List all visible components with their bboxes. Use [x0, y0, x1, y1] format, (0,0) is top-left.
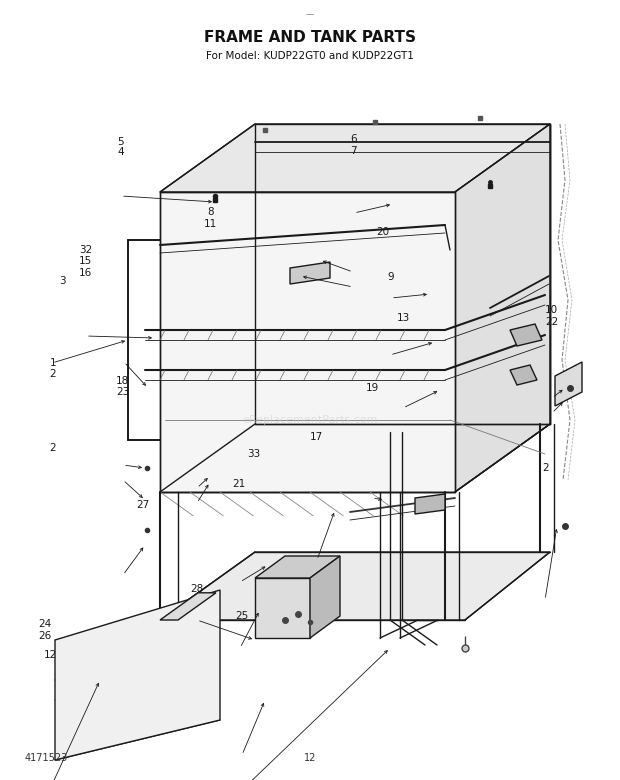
Text: 22: 22 [545, 317, 559, 327]
Polygon shape [310, 556, 340, 638]
Polygon shape [510, 324, 542, 346]
Text: 11: 11 [204, 219, 218, 229]
Polygon shape [510, 365, 537, 385]
Text: —: — [306, 10, 314, 20]
Text: 7: 7 [350, 146, 356, 155]
Text: 3: 3 [59, 276, 65, 285]
Text: For Model: KUDP22GT0 and KUDP22GT1: For Model: KUDP22GT0 and KUDP22GT1 [206, 51, 414, 61]
Polygon shape [55, 590, 220, 760]
Text: 4171523: 4171523 [25, 753, 68, 763]
Text: 23: 23 [116, 388, 130, 397]
Polygon shape [455, 124, 550, 492]
Text: 18: 18 [116, 376, 130, 385]
Text: 6: 6 [350, 134, 356, 144]
Text: 27: 27 [136, 501, 149, 510]
Text: 28: 28 [190, 584, 204, 594]
Polygon shape [160, 552, 550, 620]
Text: 5: 5 [118, 137, 124, 147]
Text: 12: 12 [304, 753, 316, 763]
Text: 25: 25 [235, 612, 249, 621]
Text: 2: 2 [542, 463, 549, 473]
Polygon shape [255, 124, 550, 424]
Text: 17: 17 [309, 432, 323, 441]
Text: 24: 24 [38, 619, 51, 629]
Polygon shape [160, 124, 550, 192]
Text: 12: 12 [44, 651, 58, 660]
Text: 19: 19 [365, 384, 379, 393]
Polygon shape [160, 192, 455, 492]
Text: 10: 10 [545, 306, 559, 315]
Text: FRAME AND TANK PARTS: FRAME AND TANK PARTS [204, 30, 416, 45]
Text: 4: 4 [118, 147, 124, 157]
Text: 2: 2 [50, 370, 56, 379]
Polygon shape [290, 262, 330, 284]
Text: 13: 13 [396, 314, 410, 323]
Polygon shape [255, 578, 310, 638]
Text: 2: 2 [50, 444, 56, 453]
Text: 33: 33 [247, 449, 261, 459]
Text: 20: 20 [376, 228, 390, 237]
Text: eReplacementParts.com: eReplacementParts.com [242, 415, 378, 425]
Polygon shape [160, 593, 216, 620]
Text: 16: 16 [79, 268, 92, 278]
Polygon shape [415, 494, 445, 514]
Text: 32: 32 [79, 245, 92, 254]
Text: 26: 26 [38, 631, 51, 640]
Polygon shape [255, 556, 340, 578]
Text: 1: 1 [50, 358, 56, 367]
Text: 8: 8 [208, 207, 214, 217]
Text: 21: 21 [232, 479, 246, 488]
Text: 9: 9 [388, 272, 394, 282]
Text: 15: 15 [79, 257, 92, 266]
Polygon shape [555, 362, 582, 406]
